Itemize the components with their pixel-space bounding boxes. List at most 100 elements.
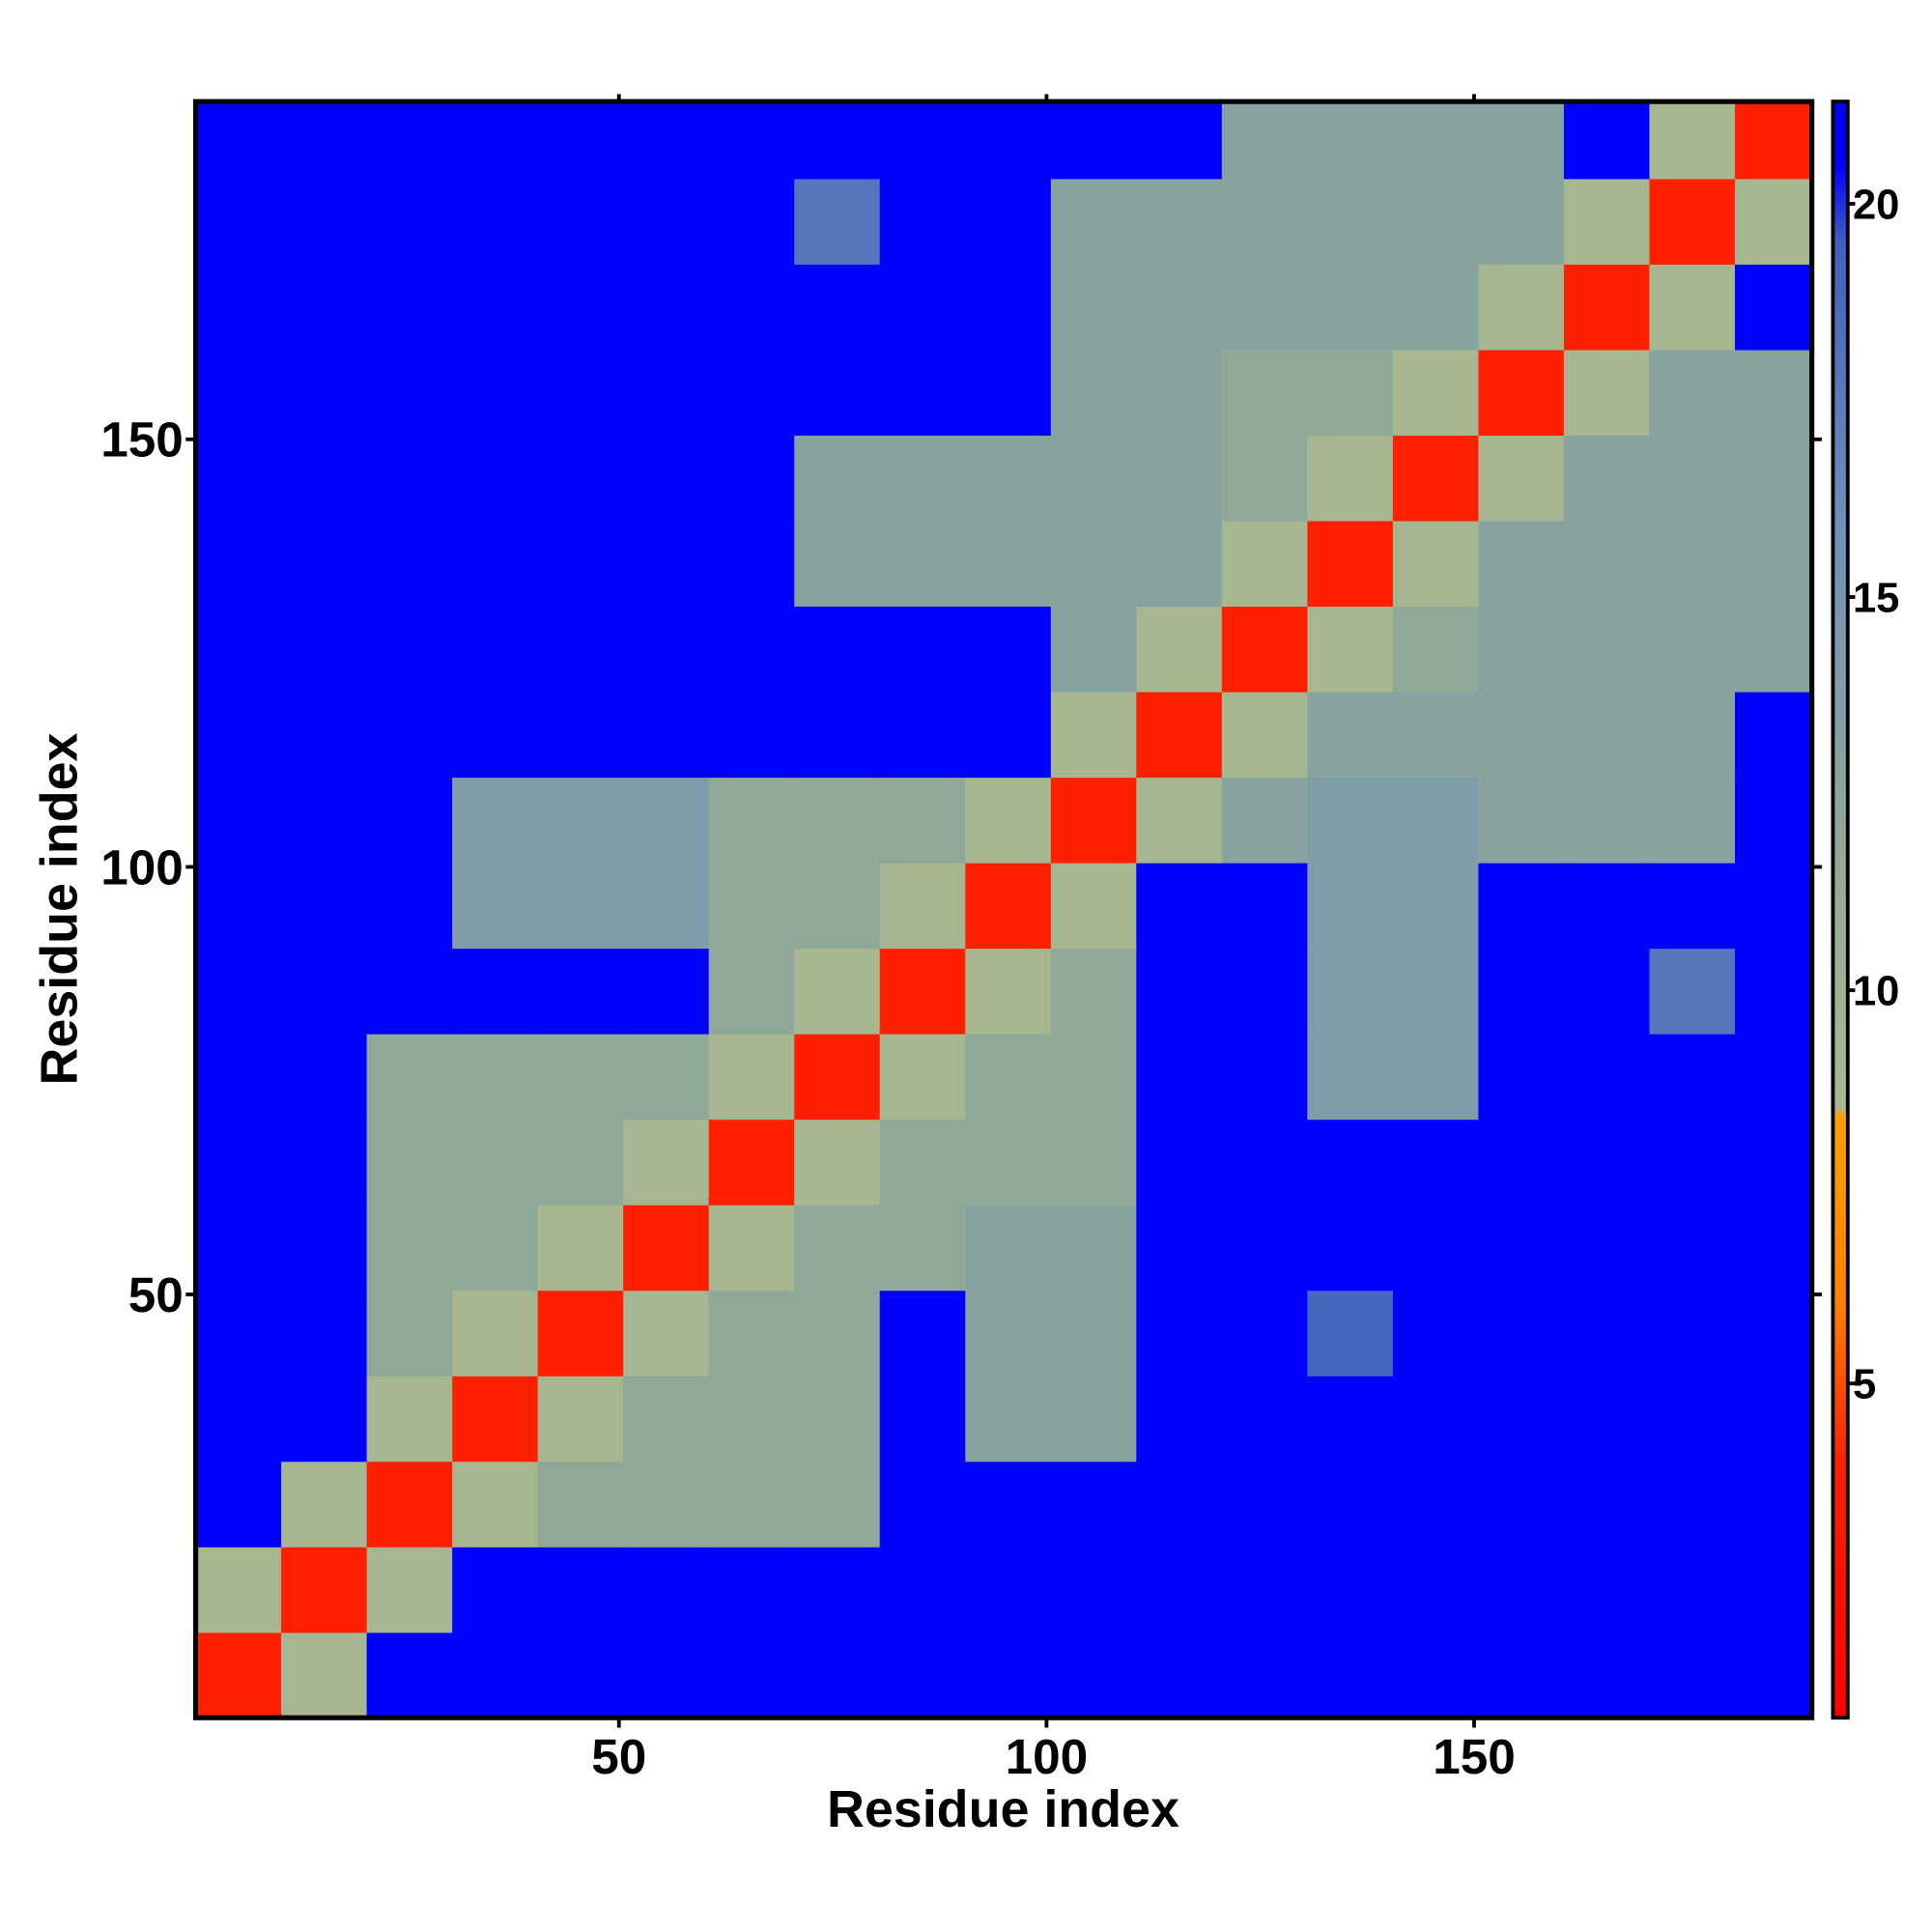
heatmap-cell — [195, 1290, 282, 1377]
heatmap-cell — [1392, 1290, 1480, 1377]
heatmap-cell — [708, 435, 795, 522]
heatmap-cell — [195, 1205, 282, 1292]
heatmap-cell — [623, 1034, 710, 1121]
heatmap-cell — [1478, 1461, 1565, 1548]
heatmap-cell — [879, 1205, 966, 1292]
heatmap-cell — [1392, 1119, 1480, 1206]
heatmap-cell — [708, 1034, 795, 1121]
heatmap-cell — [1734, 1205, 1813, 1292]
heatmap-cell — [708, 520, 795, 608]
heatmap-cell — [794, 606, 881, 693]
heatmap-cell — [1478, 1034, 1565, 1121]
heatmap-cell — [1050, 948, 1137, 1035]
heatmap-cell — [281, 1547, 368, 1634]
heatmap-cell — [195, 435, 282, 522]
heatmap-cell — [965, 349, 1052, 437]
x-tick-label: 50 — [591, 1729, 646, 1784]
heatmap-cell — [1136, 1376, 1223, 1463]
colorbar-tick-label: 20 — [1853, 182, 1899, 228]
heatmap-cell — [794, 178, 881, 265]
heatmap-cell — [537, 1461, 624, 1548]
heatmap-cell — [1050, 349, 1137, 437]
heatmap-cell — [1221, 1547, 1308, 1634]
heatmap-cell — [366, 1632, 453, 1719]
heatmap-cell — [452, 1632, 539, 1719]
heatmap-cell — [1563, 1461, 1651, 1548]
heatmap-cell — [195, 178, 282, 265]
heatmap-cell — [965, 606, 1052, 693]
heatmap-cell — [1478, 1205, 1565, 1292]
heatmap-cell — [1649, 264, 1736, 351]
heatmap-cell — [537, 1290, 624, 1377]
heatmap-cell — [1136, 1461, 1223, 1548]
heatmap-cell — [1221, 520, 1308, 608]
heatmap-cell — [965, 1376, 1052, 1463]
heatmap-cell — [195, 1461, 282, 1548]
heatmap-cell — [1392, 349, 1480, 437]
heatmap-cell — [1050, 1119, 1137, 1206]
heatmap-cell — [623, 691, 710, 779]
heatmap-cell — [623, 435, 710, 522]
heatmap-cell — [1307, 1205, 1394, 1292]
heatmap-cell — [452, 948, 539, 1035]
heatmap-cell — [281, 606, 368, 693]
heatmap-cell — [537, 1547, 624, 1634]
heatmap-cell — [1478, 606, 1565, 693]
heatmap-cell — [965, 1632, 1052, 1719]
y-tick-label: 50 — [128, 1267, 184, 1322]
heatmap-cell — [879, 1376, 966, 1463]
heatmap-cell — [1050, 1547, 1137, 1634]
heatmap-cell — [281, 691, 368, 779]
heatmap-cell — [195, 862, 282, 950]
heatmap-cell — [1478, 520, 1565, 608]
heatmap-cell — [623, 862, 710, 950]
heatmap-cell — [366, 178, 453, 265]
heatmap-cell — [537, 948, 624, 1035]
heatmap-cell — [1050, 606, 1137, 693]
heatmap-cell — [452, 264, 539, 351]
heatmap-cell — [1307, 862, 1394, 950]
heatmap-cell — [1307, 1461, 1394, 1548]
heatmap-cell — [1649, 1205, 1736, 1292]
heatmap-cell — [1136, 606, 1223, 693]
heatmap-cell — [1307, 1376, 1394, 1463]
heatmap-cell — [1392, 1034, 1480, 1121]
heatmap-cell — [965, 691, 1052, 779]
heatmap-cell — [1734, 520, 1813, 608]
heatmap-cell — [1221, 1632, 1308, 1719]
heatmap-cell — [537, 1376, 624, 1463]
heatmap-cell — [1649, 178, 1736, 265]
heatmap-cell — [965, 264, 1052, 351]
heatmap-cell — [1307, 1119, 1394, 1206]
plot-frame — [193, 99, 1815, 1720]
heatmap-cell — [1392, 435, 1480, 522]
heatmap-cell — [794, 1119, 881, 1206]
heatmap-cell — [1136, 1205, 1223, 1292]
heatmap-cell — [281, 1119, 368, 1206]
heatmap-cell — [1221, 862, 1308, 950]
heatmap-cell — [1221, 691, 1308, 779]
heatmap-cell — [1478, 101, 1565, 180]
heatmap-cell — [1478, 264, 1565, 351]
heatmap-cell — [879, 1632, 966, 1719]
heatmap-cell — [366, 520, 453, 608]
heatmap-cell — [708, 101, 795, 180]
heatmap-cell — [366, 862, 453, 950]
heatmap-cell — [1307, 1547, 1394, 1634]
heatmap-cell — [879, 1034, 966, 1121]
heatmap-cell — [537, 349, 624, 437]
heatmap-cell — [1221, 1376, 1308, 1463]
heatmap-cell — [1136, 1632, 1223, 1719]
x-axis-label: Residue index — [827, 1780, 1179, 1838]
heatmap-cell — [708, 1461, 795, 1548]
heatmap-cell — [537, 1205, 624, 1292]
heatmap-cell — [879, 349, 966, 437]
heatmap-cell — [1221, 101, 1308, 180]
heatmap-cell — [281, 264, 368, 351]
heatmap-cell — [879, 101, 966, 180]
heatmap-cell — [708, 948, 795, 1035]
heatmap-cell — [623, 1205, 710, 1292]
heatmap-cell — [1136, 264, 1223, 351]
heatmap-cell — [794, 435, 881, 522]
